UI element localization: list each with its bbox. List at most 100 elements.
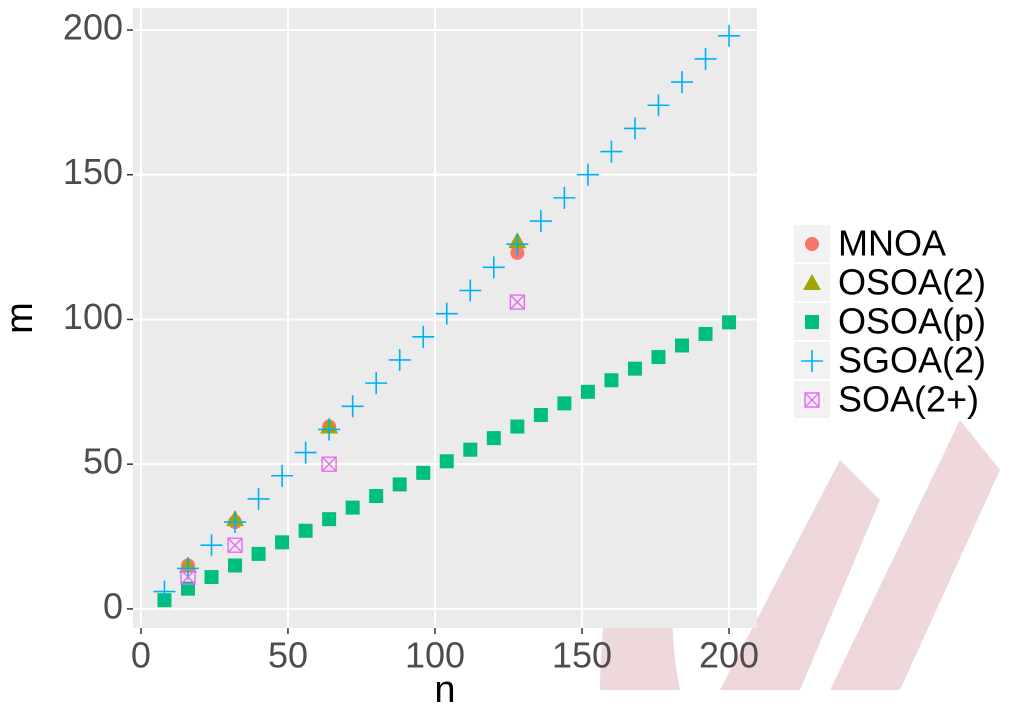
legend-label: OSOA(2): [838, 262, 986, 303]
marker: [180, 581, 195, 596]
marker: [321, 456, 337, 472]
point: [341, 395, 364, 418]
marker: [718, 24, 741, 47]
point: [576, 163, 599, 186]
point: [698, 326, 713, 341]
marker: [486, 431, 501, 446]
marker: [580, 384, 595, 399]
point: [435, 302, 458, 325]
point: [600, 140, 623, 163]
marker: [671, 71, 694, 94]
point: [388, 348, 411, 371]
marker: [416, 465, 431, 480]
marker: [228, 558, 243, 573]
point: [298, 523, 313, 538]
marker: [509, 294, 526, 310]
point: [651, 350, 666, 365]
marker: [675, 338, 690, 353]
marker: [510, 419, 525, 434]
marker: [251, 546, 266, 561]
point: [321, 456, 337, 472]
marker: [804, 392, 820, 408]
marker: [533, 407, 548, 422]
marker: [412, 325, 435, 348]
marker: [227, 537, 243, 553]
point: [647, 94, 670, 117]
legend-label: SGOA(2): [838, 340, 986, 381]
marker: [627, 361, 642, 376]
marker: [365, 372, 388, 395]
point: [506, 233, 529, 256]
point: [718, 24, 741, 47]
point: [557, 396, 572, 411]
point: [318, 418, 341, 441]
point: [322, 512, 337, 527]
point: [604, 373, 619, 388]
point: [271, 464, 294, 487]
marker: [623, 117, 646, 140]
marker: [275, 535, 290, 550]
y-axis-title: m: [0, 302, 41, 334]
x-tick-label: 150: [552, 635, 612, 676]
point: [529, 210, 552, 233]
point: [180, 569, 196, 585]
point: [510, 419, 525, 434]
y-tick-label: 50: [83, 441, 123, 482]
point: [392, 477, 407, 492]
point: [801, 350, 823, 372]
marker: [805, 237, 819, 251]
point: [439, 454, 454, 469]
point: [805, 315, 819, 329]
marker: [224, 511, 247, 534]
marker: [604, 373, 619, 388]
point: [623, 117, 646, 140]
point: [228, 558, 243, 573]
marker: [318, 418, 341, 441]
marker: [345, 500, 360, 515]
marker: [803, 274, 821, 290]
point: [294, 441, 317, 464]
marker: [435, 302, 458, 325]
marker: [651, 350, 666, 365]
legend-label: MNOA: [838, 223, 946, 264]
marker: [553, 186, 576, 209]
point: [416, 465, 431, 480]
marker: [176, 557, 199, 580]
marker: [698, 326, 713, 341]
point: [412, 325, 435, 348]
point: [369, 489, 384, 504]
point: [722, 315, 737, 330]
point: [180, 581, 195, 596]
marker: [369, 489, 384, 504]
point: [459, 279, 482, 302]
point: [486, 431, 501, 446]
y-tick-label: 100: [63, 296, 123, 337]
point: [804, 392, 820, 408]
x-tick-label: 100: [405, 635, 465, 676]
point: [251, 546, 266, 561]
point: [509, 294, 526, 310]
x-tick-label: 0: [131, 635, 151, 676]
marker: [439, 454, 454, 469]
x-tick-label: 50: [268, 635, 308, 676]
panel: [133, 8, 757, 628]
marker: [341, 395, 364, 418]
marker: [722, 315, 737, 330]
point: [345, 500, 360, 515]
marker: [271, 464, 294, 487]
marker: [180, 569, 196, 585]
point: [694, 47, 717, 70]
marker: [459, 279, 482, 302]
point: [204, 570, 219, 585]
point: [463, 442, 478, 457]
y-tick-label: 150: [63, 151, 123, 192]
point: [671, 71, 694, 94]
marker: [298, 523, 313, 538]
point: [275, 535, 290, 550]
marker: [647, 94, 670, 117]
x-tick-label: 200: [699, 635, 759, 676]
marker: [482, 256, 505, 279]
point: [627, 361, 642, 376]
point: [482, 256, 505, 279]
